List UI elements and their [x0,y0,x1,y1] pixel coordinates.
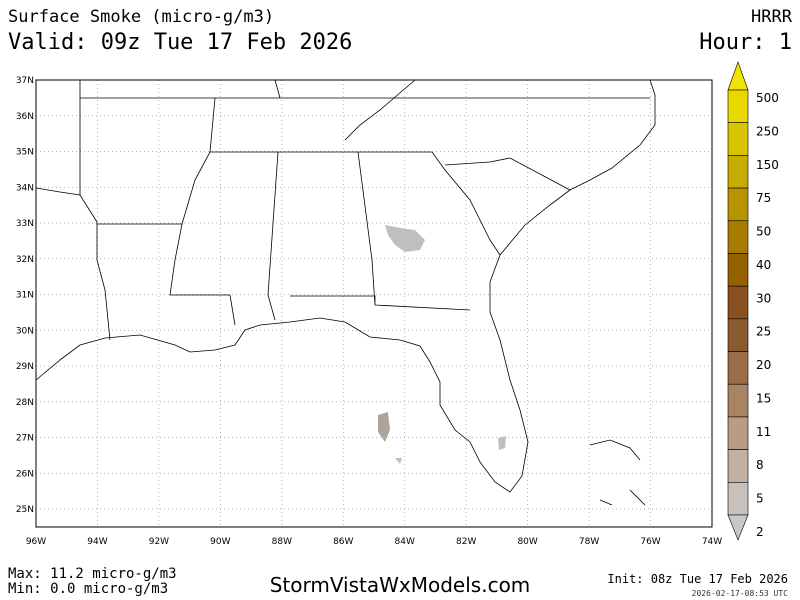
smoke-area [378,412,390,442]
coastline [35,79,656,493]
colorbar-label: 15 [756,391,771,405]
lat-label: 28N [16,398,34,408]
colorbar-segment [727,187,749,222]
lat-label: 29N [16,362,34,372]
lon-label: 88W [272,537,292,547]
colorbar-label: 5 [756,492,764,506]
timestamp: 2026-02-17-08:53 UTC [692,589,789,598]
lon-label: 92W [149,537,169,547]
lat-label: 31N [16,291,34,301]
colorbar-top [727,61,749,91]
lon-label: 96W [26,537,46,547]
lon-label: 82W [456,537,476,547]
lat-label: 30N [16,326,34,336]
colorbar-segment [727,383,749,418]
colorbar-label: 75 [756,191,771,205]
colorbar-label: 40 [756,258,771,272]
colorbar: 500 250 150 75 50 40 30 25 20 15 11 8 5 2 [727,61,779,541]
colorbar-label: 25 [756,325,771,339]
map-frame [35,79,713,528]
lon-label: 94W [87,537,107,547]
colorbar-label: 11 [756,425,771,439]
colorbar-label: 30 [756,291,771,305]
title: Surface Smoke (micro-g/m3) [8,7,274,27]
colorbar-label: 50 [756,225,771,239]
colorbar-segment [727,318,749,352]
init-time: Init: 08z Tue 17 Feb 2026 [607,572,788,586]
colorbar-segment [727,449,749,483]
colorbar-label: 2 [756,525,764,539]
colorbar-segment [727,253,749,287]
lat-label: 27N [16,434,34,444]
geography [35,79,656,506]
lon-label: 86W [333,537,353,547]
colorbar-segment [727,155,749,189]
lat-label: 33N [16,219,34,229]
colorbar-label: 8 [756,458,764,472]
colorbar-label: 150 [756,158,779,172]
lon-label: 84W [395,537,415,547]
forecast-hour: Hour: 1 [699,30,792,55]
colorbar-segment [727,122,749,156]
colorbar-label: 500 [756,91,779,105]
colorbar-label: 250 [756,124,779,138]
lon-label: 90W [210,537,230,547]
colorbar-segment [727,351,749,385]
lat-label: 36N [16,112,34,122]
smoke-area [385,225,425,252]
min-value: Min: 0.0 micro-g/m3 [8,581,168,597]
colorbar-label: 20 [756,358,771,372]
grid [35,79,713,527]
smoke-area [498,436,506,450]
site: StormVistaWxModels.com [270,573,531,597]
lat-label: 37N [16,76,34,86]
lat-label: 32N [16,255,34,265]
state-lines [35,79,650,341]
smoke [378,225,506,464]
lat-label: 35N [16,148,34,158]
colorbar-segment [727,416,749,450]
colorbar-segment [727,285,749,320]
lat-label: 26N [16,469,34,479]
max-value: Max: 11.2 micro-g/m3 [8,566,177,582]
lat-label: 25N [16,505,34,515]
model: HRRR [751,7,793,27]
lat-label: 34N [16,183,34,193]
smoke-area [395,458,402,464]
colorbar-segment [727,482,749,516]
lon-label: 74W [702,537,722,547]
lon-label: 78W [579,537,599,547]
island [589,439,646,506]
valid-time: Valid: 09z Tue 17 Feb 2026 [8,30,352,55]
lon-label: 76W [640,537,660,547]
colorbar-bottom [727,514,749,541]
colorbar-segment [727,89,749,123]
lon-label: 80W [517,537,537,547]
colorbar-segment [727,220,749,254]
